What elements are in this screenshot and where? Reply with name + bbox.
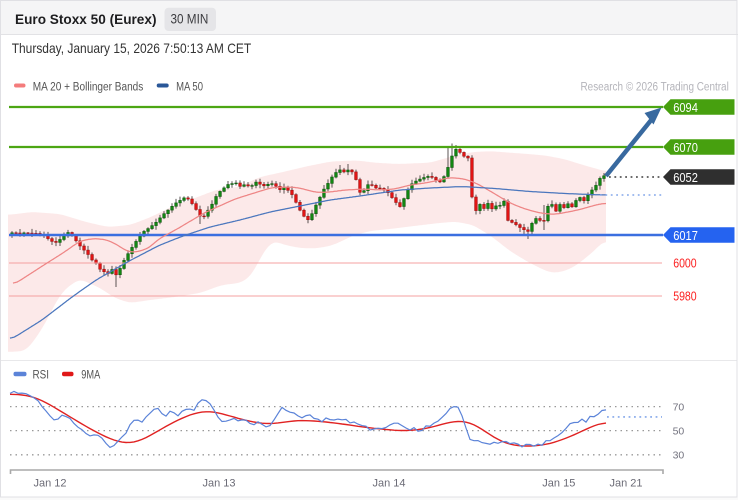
svg-text:RSI: RSI	[33, 370, 50, 382]
svg-text:Thursday, January 15, 2026 7:5: Thursday, January 15, 2026 7:50:13 AM CE…	[12, 40, 252, 56]
svg-text:6052: 6052	[673, 170, 698, 185]
svg-text:MA 50: MA 50	[176, 81, 203, 93]
svg-text:6070: 6070	[673, 140, 698, 155]
svg-text:30: 30	[673, 450, 685, 462]
svg-text:6017: 6017	[673, 228, 698, 243]
svg-text:5980: 5980	[673, 289, 697, 303]
svg-text:6000: 6000	[673, 256, 697, 270]
svg-text:50: 50	[673, 425, 685, 437]
svg-text:Euro Stoxx 50 (Eurex): Euro Stoxx 50 (Eurex)	[15, 12, 157, 28]
svg-text:Jan 15: Jan 15	[542, 478, 575, 490]
svg-text:9MA: 9MA	[81, 370, 100, 382]
svg-text:MA 20 + Bollinger Bands: MA 20 + Bollinger Bands	[33, 81, 144, 93]
svg-text:30 MIN: 30 MIN	[171, 12, 209, 27]
svg-text:Research © 2026 Trading Centra: Research © 2026 Trading Central	[581, 81, 729, 93]
svg-text:Jan 21: Jan 21	[609, 478, 642, 490]
svg-text:Jan 13: Jan 13	[202, 478, 235, 490]
svg-text:Jan 12: Jan 12	[33, 478, 66, 490]
svg-text:70: 70	[673, 401, 685, 413]
svg-text:Jan 14: Jan 14	[372, 478, 405, 490]
svg-text:6094: 6094	[673, 100, 698, 115]
